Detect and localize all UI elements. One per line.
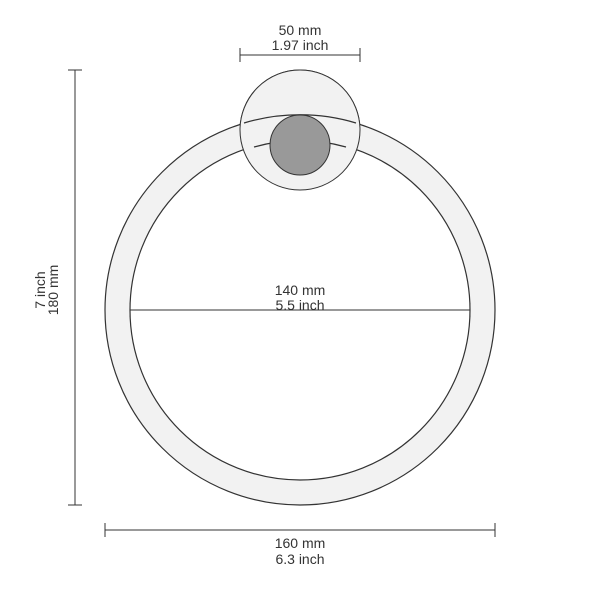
dimension-height-inch: 7 inch xyxy=(32,271,48,308)
dimension-outer-width-mm: 160 mm xyxy=(275,535,326,551)
dimension-inner-diameter-mm: 140 mm xyxy=(275,282,326,298)
dimension-top-width-mm: 50 mm xyxy=(279,22,322,38)
dimension-inner-diameter-inch: 5.5 inch xyxy=(275,297,324,313)
mount-knob xyxy=(270,115,330,175)
dimension-height xyxy=(68,70,82,505)
dimension-top-width-inch: 1.97 inch xyxy=(272,37,329,53)
technical-drawing: 180 mm 7 inch 50 mm 1.97 inch 140 mm 5.5… xyxy=(0,0,600,600)
dimension-outer-width-inch: 6.3 inch xyxy=(275,551,324,567)
